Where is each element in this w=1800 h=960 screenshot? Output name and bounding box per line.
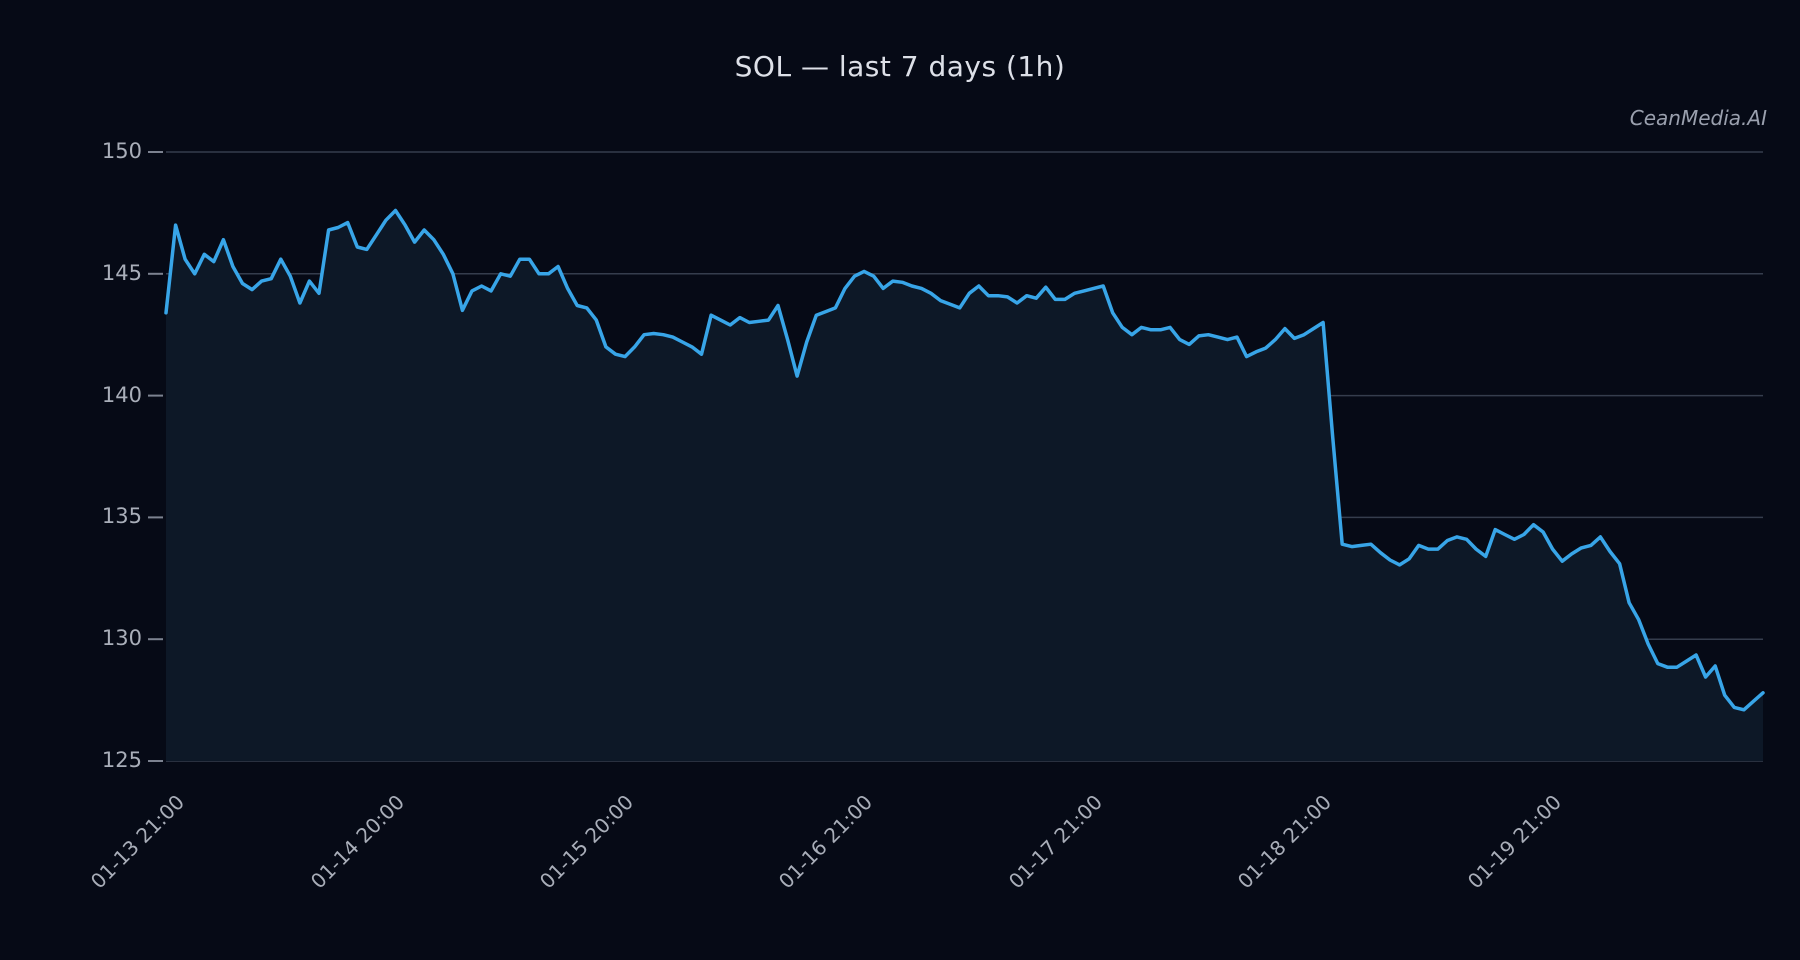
y-tick-label-135: 135: [101, 504, 142, 529]
y-tick-label-140: 140: [101, 382, 142, 407]
area-fill: [166, 210, 1763, 761]
y-tick-label-125: 125: [101, 748, 142, 772]
y-tick-label-130: 130: [101, 626, 142, 651]
y-tick-label-145: 145: [101, 260, 142, 285]
price-line: [164, 208, 1765, 712]
watermark: CeanMedia.AI: [1629, 106, 1767, 130]
y-tick-label-150: 150: [101, 139, 142, 163]
chart-title: SOL — last 7 days (1h): [734, 50, 1066, 83]
